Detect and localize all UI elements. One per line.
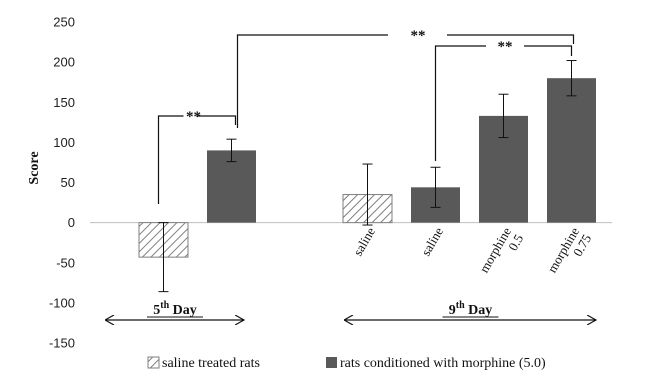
y-tick-label: 200 <box>53 55 75 70</box>
y-tick-label: -50 <box>56 255 75 270</box>
significance-bracket <box>236 34 388 128</box>
bar-category-label: saline <box>418 224 446 258</box>
y-tick-label: 100 <box>53 135 75 150</box>
bar-category-label: saline <box>350 224 378 258</box>
bar-category-labels: saline saline morphine0.5 morphine0.75 <box>350 224 594 282</box>
day-group-label: 9th Day <box>449 300 493 318</box>
bar-category-label: morphine0.75 <box>544 224 594 282</box>
day-group-label: 5th Day <box>153 300 197 318</box>
y-tick-label: 250 <box>53 15 75 30</box>
significance-bracket <box>524 45 573 56</box>
significance-bracket <box>434 45 486 161</box>
significance-label: ** <box>186 109 201 125</box>
significance-bracket <box>447 34 575 44</box>
legend: saline treated rats rats conditioned with… <box>147 356 546 371</box>
legend-swatch <box>326 357 337 368</box>
legend-label: rats conditioned with morphine (5.0) <box>340 356 546 371</box>
legend-label: saline treated rats <box>162 356 260 371</box>
y-tick-label: -150 <box>49 336 75 351</box>
significance-brackets: ** ** ** <box>157 28 575 204</box>
y-tick-label: 0 <box>68 215 75 230</box>
y-tick-label: -100 <box>49 295 75 310</box>
error-bars <box>158 60 577 293</box>
y-tick-label: 150 <box>53 95 75 110</box>
legend-swatch <box>147 356 160 369</box>
significance-bracket <box>196 115 237 125</box>
significance-label: ** <box>411 28 426 44</box>
significance-bracket <box>157 115 184 204</box>
bar <box>547 78 596 223</box>
bar <box>207 150 256 223</box>
day-groups: 5th Day 9th Day <box>106 300 596 320</box>
y-axis-label: Score <box>27 151 42 184</box>
bar-category-label: morphine0.5 <box>476 224 526 282</box>
significance-label: ** <box>498 39 513 55</box>
y-tick-label: 50 <box>61 175 75 190</box>
